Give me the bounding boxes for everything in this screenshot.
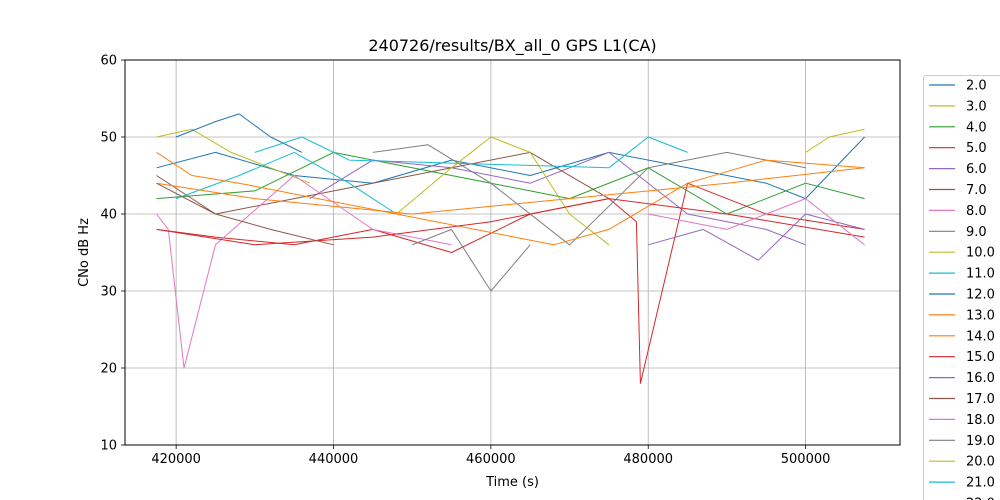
y-tick-label: 10 [100,439,117,454]
x-tick-label: 420000 [151,452,201,467]
y-tick-label: 20 [100,362,117,377]
y-axis-label: CNo dB Hz [77,218,92,287]
grid [125,59,900,446]
series-line-9-0 [372,144,806,246]
series-line-14-0 [156,167,865,215]
x-axis-label: Time (s) [485,475,539,490]
series-line-2-0 [156,136,865,200]
axes: 420000 440000 460000 480000 500000 10 20 30 40 50… [100,54,830,468]
series-line-16-0 [648,213,865,261]
legend-label: 6.0 [966,162,987,177]
series-line-5-0 [156,182,865,384]
series-line-20-0 [805,128,865,153]
y-tick-label: 40 [100,208,117,223]
y-tick-label: 50 [100,131,117,146]
series-line-12-0 [175,113,303,153]
x-tick-label: 500000 [781,452,831,467]
series-line-19-0 [412,228,531,292]
series-line-15-0 [156,198,865,246]
legend: 2.0 3.0 4.0 5.0 6.0 7.0 8.0 9.0 10.0 11.0 12.0 13.0… [923,75,1000,500]
series-line-8-0 [156,175,452,369]
legend-label: 16.0 [966,371,995,386]
legend-label: 12.0 [966,288,995,303]
series-line-3-0 [156,128,311,184]
x-tick-label: 480000 [623,452,673,467]
y-tick-label: 30 [100,285,117,300]
y-tick-label: 60 [100,54,117,69]
plot-series [156,113,865,384]
legend-label: 9.0 [966,225,987,240]
legend-label: 5.0 [966,141,987,156]
series-line-10-0 [396,136,610,246]
legend-label: 20.0 [966,455,995,470]
legend-label: 3.0 [966,99,987,114]
chart-title: 240726/results/BX_all_0 GPS L1(CA) [368,36,656,56]
legend-label: 8.0 [966,204,987,219]
x-tick-label: 440000 [309,452,359,467]
legend-box [923,75,1000,500]
legend-label: 7.0 [966,183,987,198]
legend-label: 10.0 [966,246,995,261]
series-line-4-0 [156,151,865,215]
legend-label: 14.0 [966,329,995,344]
series-line-18-0 [648,198,865,246]
legend-label: 17.0 [966,392,995,407]
legend-label: 15.0 [966,350,995,365]
legend-label: 13.0 [966,308,995,323]
series-line-17-0 [156,182,334,246]
series-line-21-0 [254,136,688,169]
series-line-13-0 [156,151,865,246]
legend-label: 11.0 [966,267,995,282]
series-line-11-0 [175,151,397,215]
legend-label: 22.0 [966,497,995,500]
legend-label: 2.0 [966,79,987,94]
legend-label: 19.0 [966,434,995,449]
legend-label: 21.0 [966,476,995,491]
x-tick-label: 460000 [466,452,516,467]
plot-frame [124,59,901,446]
legend-label: 18.0 [966,413,995,428]
legend-label: 4.0 [966,120,987,135]
